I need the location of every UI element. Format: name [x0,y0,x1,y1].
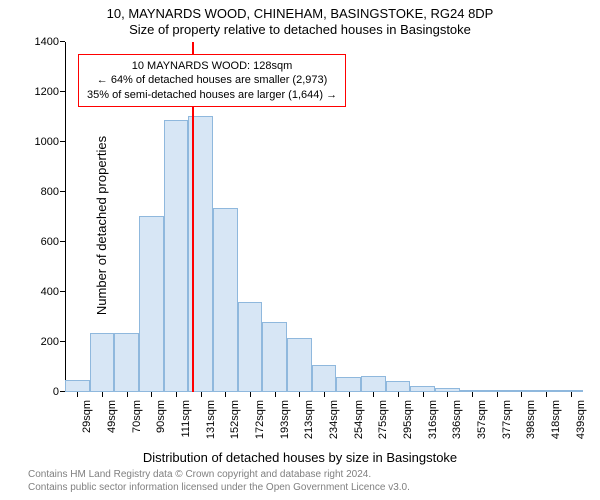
page-title: 10, MAYNARDS WOOD, CHINEHAM, BASINGSTOKE… [0,6,600,21]
histogram-bar [262,322,287,392]
x-tick-label: 172sqm [254,400,266,439]
histogram-bar [287,338,312,392]
x-tick-label: 111sqm [180,400,192,438]
x-tick-label: 336sqm [451,400,463,439]
x-tick-mark [176,392,177,397]
annotation-line-1: 10 MAYNARDS WOOD: 128sqm [87,59,337,73]
x-tick-label: 418sqm [550,400,562,439]
histogram-bar [65,380,90,393]
x-tick-label: 254sqm [353,400,365,439]
chart-container: 10, MAYNARDS WOOD, CHINEHAM, BASINGSTOKE… [0,0,600,500]
x-tick-mark [77,392,78,397]
x-tick-mark [102,392,103,397]
x-tick-label: 357sqm [476,400,488,439]
x-tick-mark [151,392,152,397]
annotation-line-2: ← 64% of detached houses are smaller (2,… [87,73,337,87]
histogram-bar [386,381,411,392]
x-tick-label: 152sqm [229,400,241,439]
y-tick-label: 600 [41,236,65,248]
x-tick-mark [324,392,325,397]
histogram-bar [238,302,263,392]
y-tick-label: 800 [41,186,65,198]
footer-line-1: Contains HM Land Registry data © Crown c… [28,468,410,481]
annotation-line-3: 35% of semi-detached houses are larger (… [87,88,337,102]
x-tick-mark [127,392,128,397]
x-axis-label: Distribution of detached houses by size … [0,450,600,465]
x-tick-label: 49sqm [106,400,118,433]
y-tick-label: 200 [41,336,65,348]
x-tick-mark [373,392,374,397]
x-tick-mark [250,392,251,397]
y-tick-label: 1000 [35,136,65,148]
x-tick-label: 377sqm [501,400,513,439]
x-tick-label: 70sqm [131,400,143,433]
x-tick-label: 90sqm [155,400,167,433]
histogram-bar [139,216,164,392]
y-tick-label: 1200 [35,86,65,98]
x-tick-mark [201,392,202,397]
y-tick-label: 0 [53,386,65,398]
x-tick-label: 29sqm [81,400,93,433]
x-tick-label: 398sqm [525,400,537,439]
x-tick-mark [225,392,226,397]
histogram-bar [164,120,189,393]
x-tick-mark [349,392,350,397]
y-tick-label: 1400 [35,36,65,48]
x-tick-label: 275sqm [377,400,389,439]
histogram-bar [114,333,139,392]
histogram-bar [361,376,386,392]
x-tick-label: 131sqm [205,400,217,439]
x-tick-mark [299,392,300,397]
page-subtitle: Size of property relative to detached ho… [0,22,600,37]
x-tick-label: 295sqm [402,400,414,439]
x-tick-label: 234sqm [328,400,340,439]
histogram-bar [213,208,238,392]
y-axis-label: Number of detached properties [94,136,109,315]
x-tick-mark [275,392,276,397]
x-tick-mark [423,392,424,397]
histogram-bar [336,377,361,392]
histogram-bar [90,333,115,392]
x-tick-mark [398,392,399,397]
x-tick-mark [571,392,572,397]
x-tick-mark [447,392,448,397]
footer-line-2: Contains public sector information licen… [28,481,410,494]
annotation-box: 10 MAYNARDS WOOD: 128sqm ← 64% of detach… [78,54,346,107]
x-tick-mark [497,392,498,397]
x-tick-label: 213sqm [303,400,315,439]
x-tick-mark [472,392,473,397]
histogram-bar [312,365,337,393]
x-tick-label: 316sqm [427,400,439,439]
x-tick-mark [546,392,547,397]
x-tick-label: 439sqm [575,400,587,439]
x-tick-label: 193sqm [279,400,291,439]
footer-text: Contains HM Land Registry data © Crown c… [28,468,410,494]
y-tick-label: 400 [41,286,65,298]
x-tick-mark [521,392,522,397]
